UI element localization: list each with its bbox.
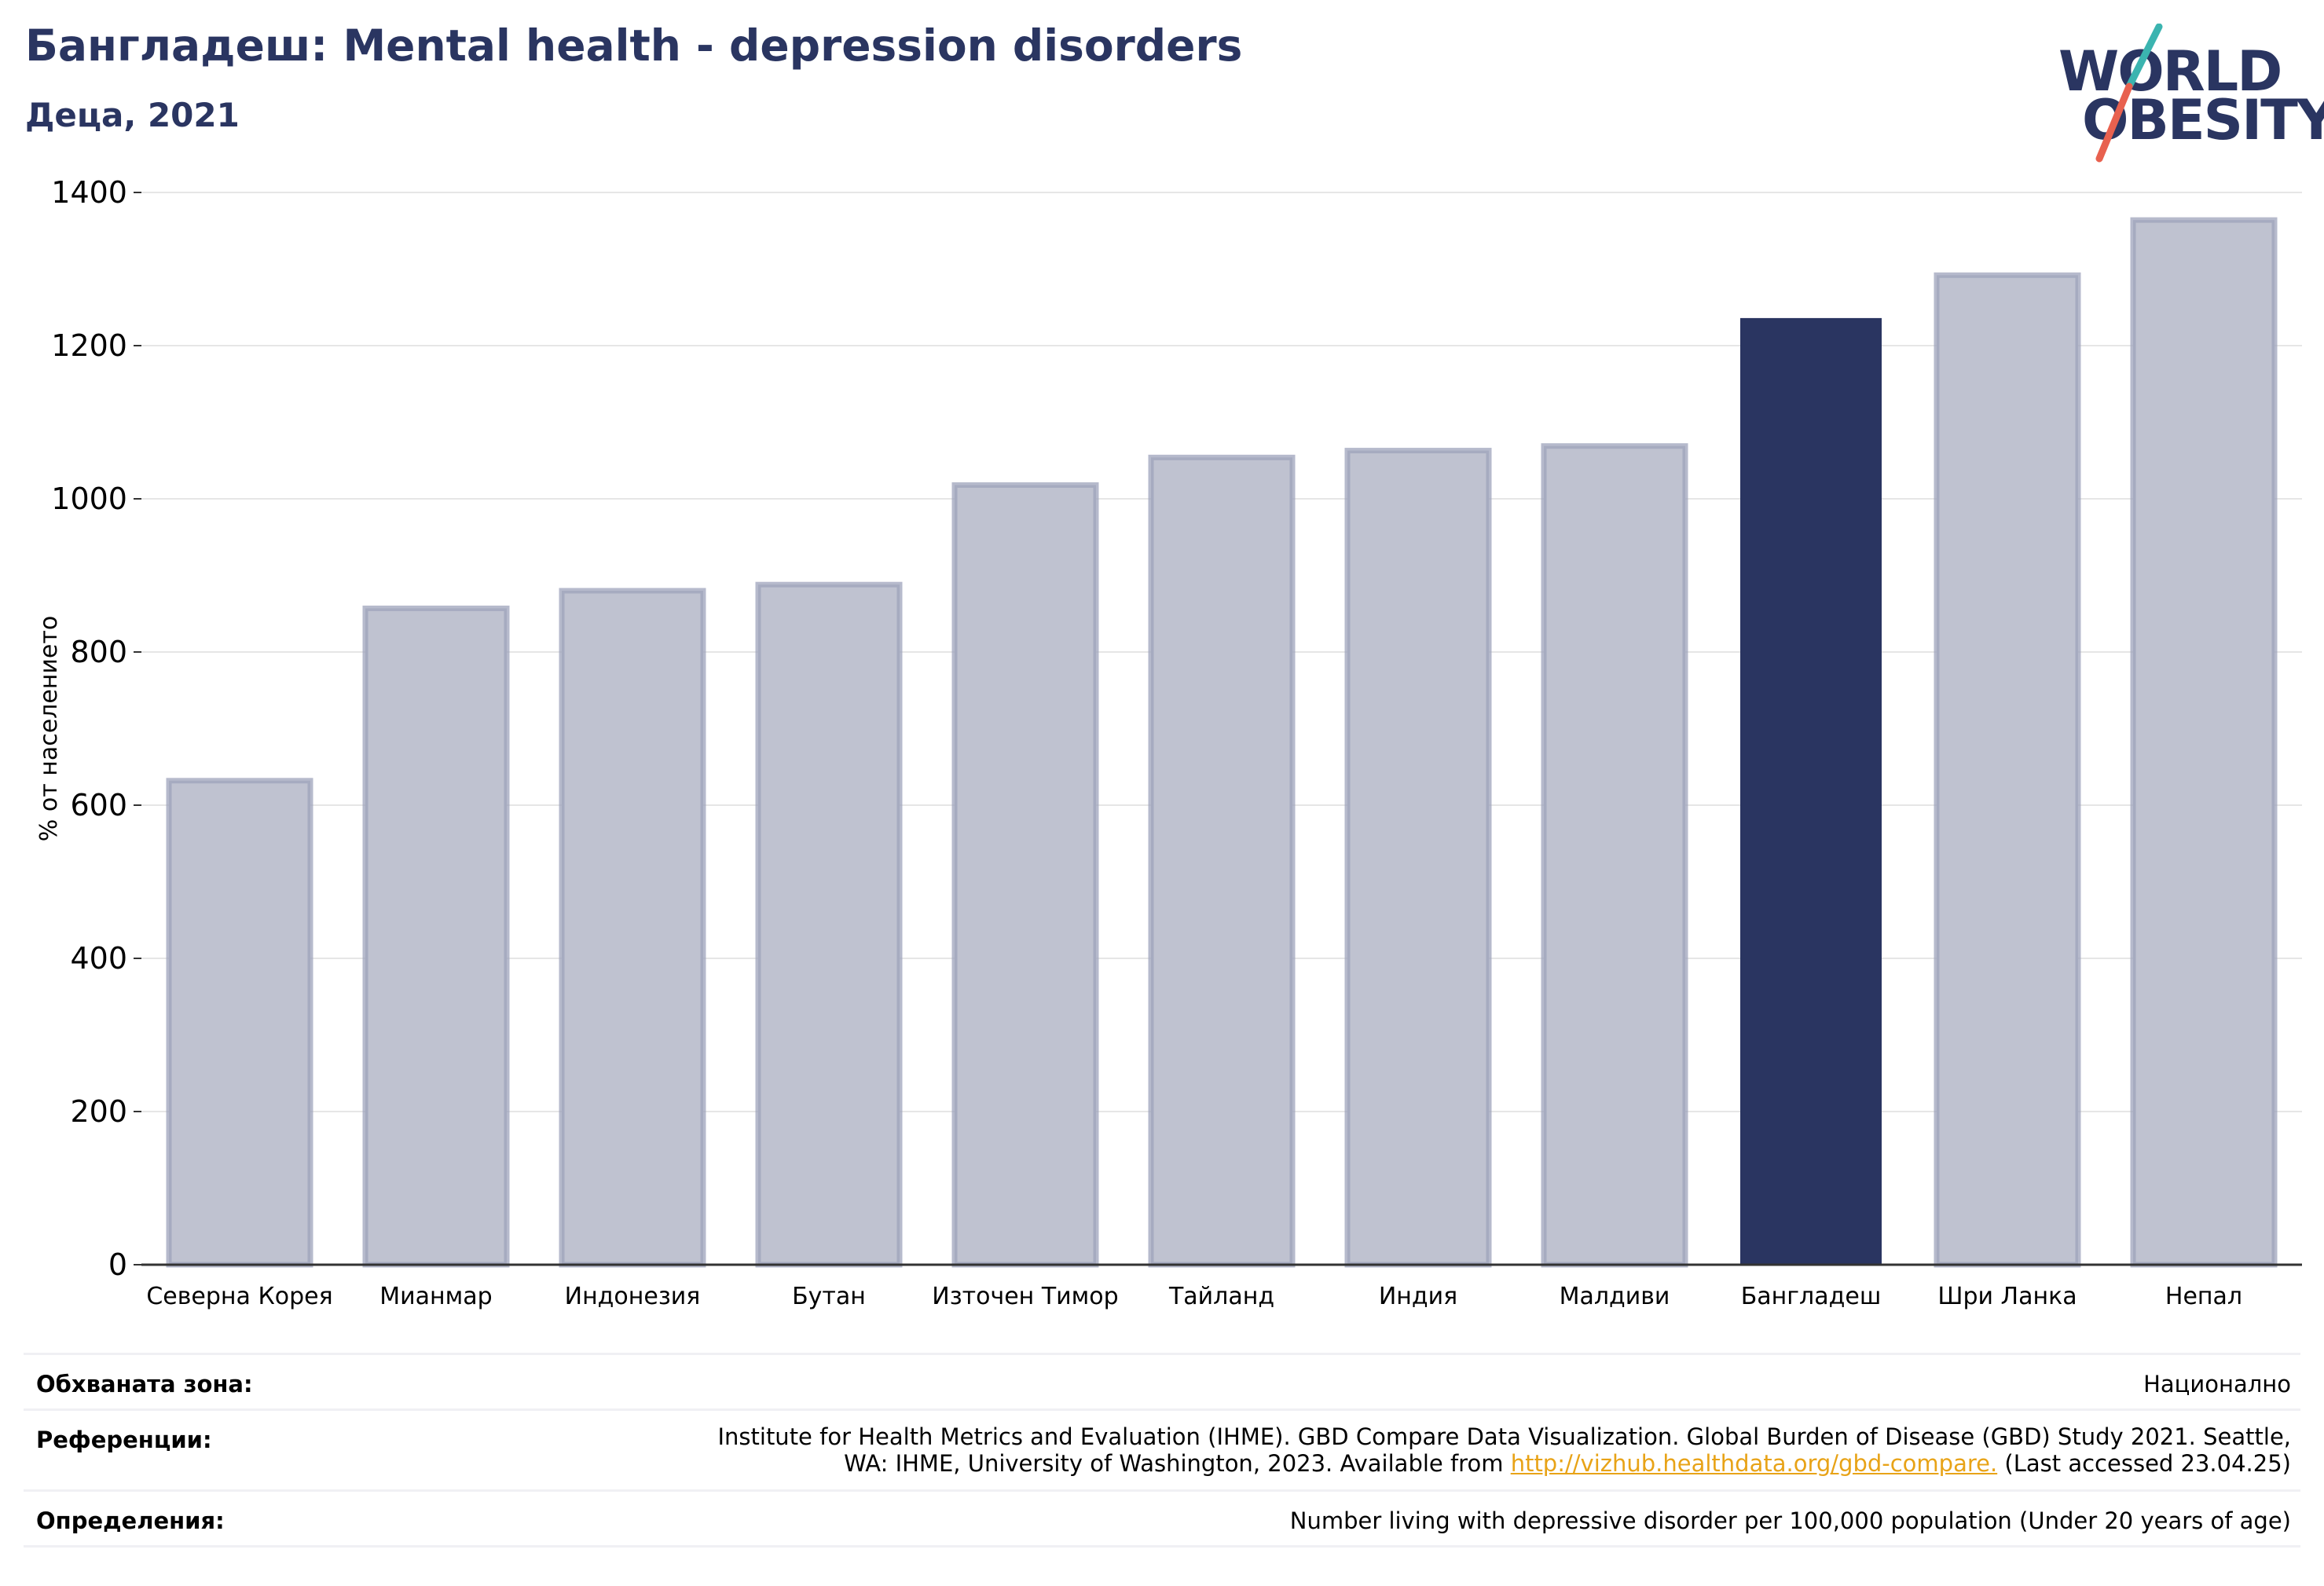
x-tick-label: Малдиви xyxy=(1560,1283,1670,1310)
bar-10 xyxy=(1934,272,2081,1268)
references-line-1: Institute for Health Metrics and Evaluat… xyxy=(717,1423,2291,1450)
references-row: Референции: Institute for Health Metrics… xyxy=(24,1408,2300,1489)
y-tick-label: 200 xyxy=(70,1094,127,1129)
bar-11 xyxy=(2130,217,2278,1268)
x-tick-label: Мианмар xyxy=(379,1283,492,1310)
definitions-label: Определения: xyxy=(36,1507,225,1534)
info-table: Обхваната зона: Национално Референции: I… xyxy=(24,1353,2300,1548)
y-tick-label: 1000 xyxy=(51,482,127,516)
definitions-value: Number living with depressive disorder p… xyxy=(1289,1507,2291,1534)
references-line-2-pre: WA: IHME, University of Washington, 2023… xyxy=(844,1450,1511,1477)
bar-5 xyxy=(951,482,1099,1268)
references-line-2: WA: IHME, University of Washington, 2023… xyxy=(24,1450,2291,1477)
bars xyxy=(166,217,2278,1268)
references-label: Референции: xyxy=(36,1427,212,1453)
references-value: Institute for Health Metrics and Evaluat… xyxy=(24,1411,2300,1477)
coverage-row: Обхваната зона: Национално xyxy=(24,1353,2300,1408)
x-tick-label: Шри Ланка xyxy=(1937,1283,2077,1310)
coverage-value: Национално xyxy=(2143,1371,2291,1397)
y-tick-label: 0 xyxy=(108,1247,127,1282)
bar-9 xyxy=(1740,317,1882,1265)
chart-subtitle: Деца, 2021 xyxy=(25,96,240,134)
bar-4 xyxy=(755,581,903,1268)
logo-slash-icon xyxy=(2095,24,2163,163)
x-tick-label: Бутан xyxy=(792,1283,866,1310)
x-tick-label: Непал xyxy=(2165,1283,2242,1310)
references-link[interactable]: http://vizhub.healthdata.org/gbd-compare… xyxy=(1510,1450,1998,1477)
x-tick-label: Индия xyxy=(1379,1283,1457,1310)
bar-3 xyxy=(559,588,706,1268)
bar-1 xyxy=(166,778,313,1268)
x-tick-label: Бангладеш xyxy=(1741,1283,1882,1310)
x-tick-label: Тайланд xyxy=(1168,1283,1274,1310)
bar-7 xyxy=(1344,448,1492,1268)
world-obesity-logo: WORLD OBESITY xyxy=(2051,24,2324,165)
bar-2 xyxy=(362,605,510,1268)
coverage-label: Обхваната зона: xyxy=(36,1371,253,1397)
y-ticks: 0 200 400 600 800 1000 1200 1400 xyxy=(51,175,141,1282)
bar-6 xyxy=(1148,454,1296,1268)
y-tick-label: 800 xyxy=(70,635,127,669)
logo-word-world: WORLD xyxy=(2058,39,2282,104)
y-tick-label: 1400 xyxy=(51,175,127,210)
x-tick-labels: Северна Корея Мианмар Индонезия Бутан Източе… xyxy=(146,1283,2242,1310)
y-tick-label: 400 xyxy=(70,941,127,976)
bar-chart: 0 200 400 600 800 1000 1200 1400 Северна Корея М… xyxy=(35,175,2302,1310)
bar-8 xyxy=(1541,443,1688,1268)
y-tick-label: 1200 xyxy=(51,328,127,363)
definitions-row: Определения: Number living with depressi… xyxy=(24,1489,2300,1548)
chart-title: Бангладеш: Mental health - depression di… xyxy=(25,20,1243,71)
x-tick-label: Източен Тимор xyxy=(932,1283,1118,1310)
references-line-2-post: (Last accessed 23.04.25) xyxy=(1997,1450,2291,1477)
x-tick-label: Северна Корея xyxy=(146,1283,332,1310)
x-tick-label: Индонезия xyxy=(565,1283,701,1310)
y-axis-label: % от населението xyxy=(35,616,63,841)
y-tick-label: 600 xyxy=(70,788,127,822)
